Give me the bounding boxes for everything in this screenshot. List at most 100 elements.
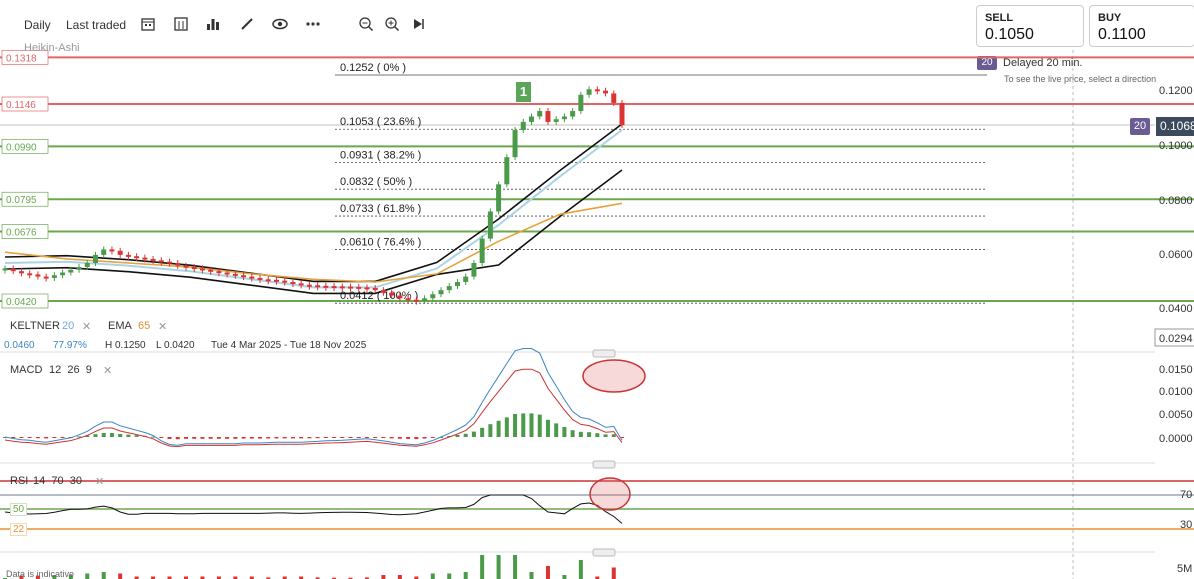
volume-bar <box>332 577 337 579</box>
range-dates: Tue 4 Mar 2025 - Tue 18 Nov 2025 <box>211 340 367 351</box>
level-tag-bg <box>1 224 49 239</box>
range-value: 0.0460 <box>4 340 35 351</box>
volume-bar <box>315 577 320 579</box>
macd-histogram-bar <box>274 437 279 439</box>
keltner-lower-line <box>4 169 623 295</box>
macd-histogram-bar <box>290 437 295 439</box>
macd-histogram-bar <box>348 437 353 438</box>
macd-histogram-bar <box>299 437 304 439</box>
volume-bar <box>101 572 106 579</box>
delay-badge: 20 <box>977 56 997 70</box>
zoom-out-icon[interactable] <box>358 16 374 32</box>
candle <box>487 211 493 239</box>
candle <box>191 267 197 270</box>
fib-label: 0.0931 ( 38.2% ) <box>340 149 421 161</box>
macd-histogram-bar <box>183 437 188 439</box>
rsi-axis-label: 70 <box>1180 489 1192 501</box>
macd-axis-label: 0.0000 <box>1159 433 1193 445</box>
candle <box>199 268 205 271</box>
volume-bar <box>299 576 304 579</box>
candle <box>339 286 345 289</box>
calendar-icon[interactable] <box>140 16 156 32</box>
candle <box>422 298 428 301</box>
volume-axis-label: 5M <box>1177 563 1192 575</box>
keltner-close-icon[interactable]: ✕ <box>82 321 92 333</box>
timeframe-selector[interactable]: Daily <box>24 18 51 32</box>
macd-histogram-bar <box>241 437 246 439</box>
volume-bar <box>233 576 238 579</box>
volume-bar <box>167 576 172 579</box>
draw-icon[interactable] <box>239 16 255 32</box>
price-type-selector[interactable]: Last traded <box>66 18 127 32</box>
macd-histogram-bar <box>126 434 131 437</box>
macd-histogram-bar <box>422 437 427 439</box>
macd-histogram-bar <box>85 435 90 437</box>
ema-param: 65 <box>138 320 151 332</box>
pane-resize-handle <box>592 349 616 358</box>
ema-label[interactable]: EMA <box>108 320 132 332</box>
candle <box>520 121 526 131</box>
volume-bar <box>611 567 616 579</box>
sell-button[interactable]: SELL 0.1050 <box>976 5 1084 47</box>
macd-histogram-bar <box>455 435 460 437</box>
candle <box>512 130 518 158</box>
candle <box>84 263 90 268</box>
candle <box>315 285 321 288</box>
macd-histogram-bar <box>11 437 16 438</box>
rsi-label[interactable]: RSI <box>10 475 29 487</box>
range-high: H 0.1250 <box>105 340 146 351</box>
macd-histogram-bar <box>587 432 592 437</box>
more-icon[interactable] <box>305 16 321 32</box>
candle <box>43 276 49 279</box>
candle <box>51 275 57 278</box>
zoom-in-icon[interactable] <box>384 16 400 32</box>
macd-histogram-bar <box>134 435 139 437</box>
volume-bar <box>496 555 501 579</box>
volume-bar <box>562 575 567 579</box>
macd-histogram-bar <box>578 431 583 437</box>
volume-bar <box>249 576 254 579</box>
level-tag-bg <box>1 191 49 207</box>
macd-histogram-bar <box>406 437 411 439</box>
bar-chart-icon[interactable] <box>205 16 221 32</box>
macd-histogram-bar <box>208 437 213 439</box>
macd-label[interactable]: MACD <box>10 364 43 376</box>
wave-label[interactable]: 1 <box>516 82 531 102</box>
macd-histogram-bar <box>225 437 230 439</box>
macd-axis-label: 0.0150 <box>1159 364 1193 376</box>
fib-label: 0.1252 ( 0% ) <box>340 62 406 74</box>
compare-icon[interactable] <box>173 16 189 32</box>
ema-close-icon[interactable]: ✕ <box>158 321 168 333</box>
range-percent: 77.97% <box>53 340 87 351</box>
volume-bar <box>85 573 90 579</box>
annotation-circle <box>582 359 646 393</box>
rsi-axis-label: 30 <box>1180 519 1192 531</box>
candle <box>463 276 469 283</box>
macd-close-icon[interactable]: ✕ <box>103 365 113 377</box>
candle <box>348 286 354 289</box>
candle <box>60 272 66 276</box>
candle <box>397 295 403 299</box>
eye-icon[interactable] <box>272 16 288 32</box>
level-tag: 0.0795 <box>6 195 37 206</box>
candle <box>158 260 164 263</box>
play-icon[interactable] <box>410 16 426 32</box>
pane-resize-handle <box>592 460 616 469</box>
keltner-label[interactable]: KELTNER <box>10 320 60 332</box>
macd-histogram-bar <box>537 414 542 437</box>
candle <box>224 272 230 275</box>
rsi-close-icon[interactable]: ✕ <box>95 476 105 488</box>
candle <box>323 285 329 288</box>
keltner-param: 20 <box>62 320 75 332</box>
candle <box>257 277 263 280</box>
buy-price: 0.1100 <box>1098 26 1146 43</box>
candle <box>553 119 559 122</box>
macd-histogram-bar <box>44 437 49 439</box>
buy-button[interactable]: BUY 0.1100 <box>1089 5 1194 47</box>
macd-histogram-bar <box>364 437 369 438</box>
candle <box>372 287 378 291</box>
candle <box>570 111 576 117</box>
candle <box>380 290 386 293</box>
candle <box>101 249 107 255</box>
